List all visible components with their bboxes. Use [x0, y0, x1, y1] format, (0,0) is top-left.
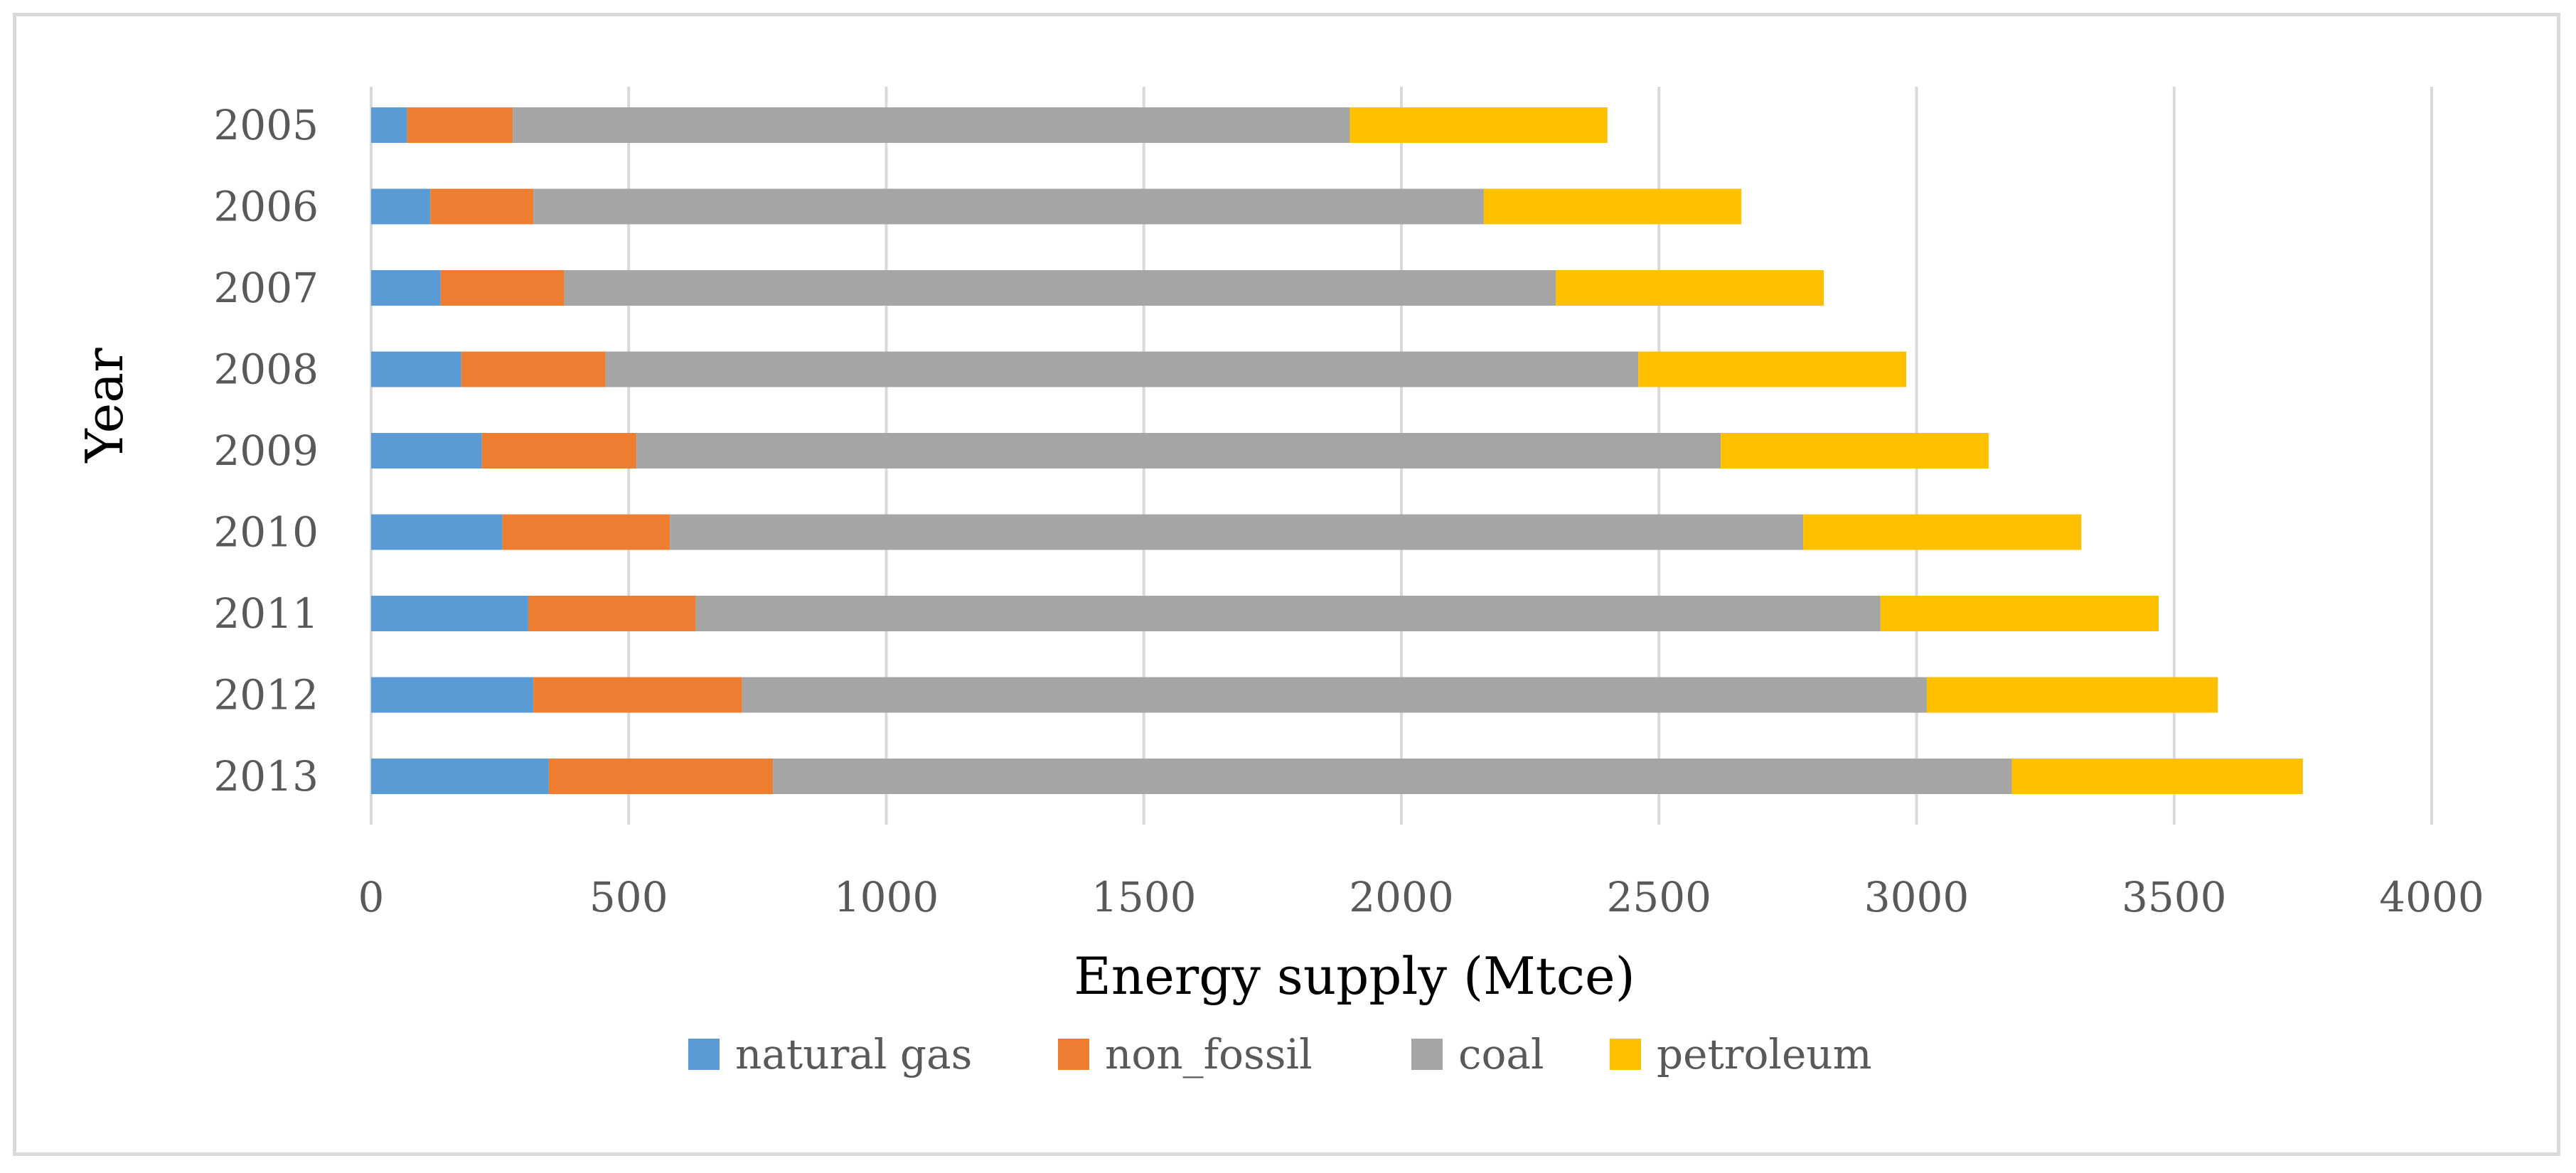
bar-coal-2008[interactable]	[605, 351, 1639, 387]
legend-item-coal[interactable]: coal	[1411, 1030, 1544, 1078]
bar-natural-gas-2012[interactable]	[371, 677, 534, 713]
y-tick-labels: 2005 2006 2007 2008 2009 2010 2011 2012 2013	[213, 101, 319, 800]
bar-non-fossil-2007[interactable]	[440, 270, 565, 306]
legend-item-non-fossil[interactable]: non_fossil	[1058, 1030, 1313, 1078]
x-tick-label: 0	[358, 873, 385, 921]
x-tick-label: 1500	[1091, 873, 1197, 921]
bar-natural-gas-2009[interactable]	[371, 433, 482, 468]
bar-natural-gas-2008[interactable]	[371, 351, 461, 387]
y-tick-label: 2006	[213, 183, 319, 231]
y-tick-label: 2011	[213, 589, 319, 638]
legend-item-natural-gas[interactable]: natural gas	[688, 1030, 972, 1078]
bar-petroleum-2012[interactable]	[1926, 677, 2218, 713]
legend-label-coal: coal	[1458, 1030, 1544, 1078]
y-axis-title: Year	[75, 348, 134, 464]
bar-non-fossil-2008[interactable]	[461, 351, 606, 387]
bar-petroleum-2008[interactable]	[1638, 351, 1907, 387]
legend-swatch-coal	[1411, 1039, 1443, 1070]
bar-natural-gas-2013[interactable]	[371, 759, 549, 794]
bar-natural-gas-2005[interactable]	[371, 107, 407, 143]
legend-swatch-natural-gas	[688, 1039, 720, 1070]
x-tick-label: 4000	[2379, 873, 2484, 921]
x-tick-label: 2500	[1606, 873, 1711, 921]
bar-coal-2010[interactable]	[670, 514, 1804, 550]
bar-non-fossil-2005[interactable]	[407, 107, 513, 143]
legend-label-petroleum: petroleum	[1657, 1030, 1872, 1078]
y-tick-label: 2010	[213, 508, 319, 557]
bar-coal-2009[interactable]	[636, 433, 1721, 468]
legend-item-petroleum[interactable]: petroleum	[1610, 1030, 1872, 1078]
bar-petroleum-2006[interactable]	[1483, 188, 1742, 225]
bar-non-fossil-2012[interactable]	[533, 677, 742, 713]
bar-petroleum-2013[interactable]	[2011, 759, 2303, 794]
y-tick-label: 2012	[213, 671, 319, 719]
bar-non-fossil-2006[interactable]	[430, 188, 534, 225]
bar-petroleum-2011[interactable]	[1880, 596, 2159, 631]
x-tick-label: 2000	[1349, 873, 1454, 921]
bar-coal-2011[interactable]	[695, 596, 1881, 631]
x-tick-label: 3500	[2122, 873, 2227, 921]
legend-label-non-fossil: non_fossil	[1105, 1030, 1313, 1078]
bar-coal-2005[interactable]	[513, 107, 1350, 143]
bars	[371, 107, 2303, 794]
x-tick-label: 3000	[1864, 873, 1970, 921]
y-tick-label: 2009	[213, 427, 319, 475]
bar-petroleum-2007[interactable]	[1556, 270, 1824, 306]
bar-natural-gas-2007[interactable]	[371, 270, 441, 306]
legend[interactable]: natural gas non_fossil coal petroleum	[688, 1030, 1872, 1078]
bar-non-fossil-2009[interactable]	[481, 433, 637, 468]
y-tick-label: 2013	[213, 752, 319, 800]
legend-swatch-non-fossil	[1058, 1039, 1089, 1070]
bar-coal-2007[interactable]	[564, 270, 1556, 306]
bar-non-fossil-2013[interactable]	[548, 759, 774, 794]
bar-non-fossil-2010[interactable]	[502, 514, 670, 550]
legend-swatch-petroleum	[1610, 1039, 1641, 1070]
bar-natural-gas-2011[interactable]	[371, 596, 528, 631]
bar-coal-2013[interactable]	[773, 759, 2012, 794]
x-axis-title: Energy supply (Mtce)	[1074, 946, 1635, 1006]
x-tick-labels: 0 500 1000 1500 2000 2500 3000 3500 4000	[358, 873, 2484, 921]
bar-petroleum-2010[interactable]	[1803, 514, 2082, 550]
bar-natural-gas-2010[interactable]	[371, 514, 503, 550]
y-tick-label: 2008	[213, 346, 319, 394]
bar-coal-2012[interactable]	[742, 677, 1927, 713]
bar-natural-gas-2006[interactable]	[371, 188, 431, 225]
x-tick-label: 500	[589, 873, 668, 921]
y-tick-label: 2007	[213, 264, 319, 312]
bar-non-fossil-2011[interactable]	[528, 596, 696, 631]
legend-label-natural-gas: natural gas	[735, 1030, 972, 1078]
bar-petroleum-2009[interactable]	[1721, 433, 1989, 468]
bar-coal-2006[interactable]	[533, 188, 1484, 225]
bar-petroleum-2005[interactable]	[1350, 107, 1608, 143]
x-tick-label: 1000	[834, 873, 939, 921]
y-tick-label: 2005	[213, 101, 319, 149]
